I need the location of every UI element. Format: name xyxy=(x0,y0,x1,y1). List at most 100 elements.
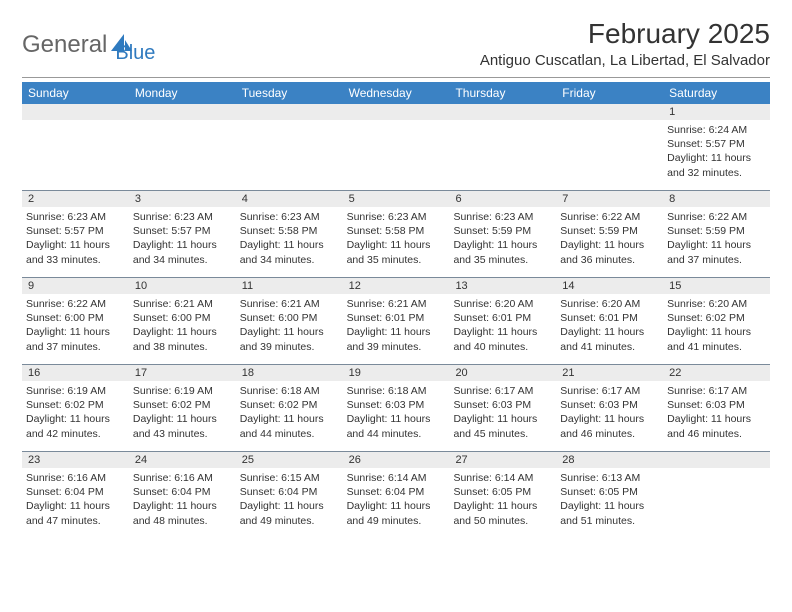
daylight-text: and 47 minutes. xyxy=(26,514,123,528)
sunrise-text: Sunrise: 6:17 AM xyxy=(453,384,550,398)
sunrise-text: Sunrise: 6:16 AM xyxy=(133,471,230,485)
sunrise-text: Sunrise: 6:23 AM xyxy=(240,210,337,224)
sunset-text: Sunset: 6:04 PM xyxy=(26,485,123,499)
sunset-text: Sunset: 6:03 PM xyxy=(667,398,764,412)
day-cell: 24Sunrise: 6:16 AMSunset: 6:04 PMDayligh… xyxy=(129,452,236,538)
header: General Blue February 2025 Antiguo Cusca… xyxy=(22,18,770,69)
daylight-text: Daylight: 11 hours xyxy=(560,325,657,339)
daylight-text: and 49 minutes. xyxy=(240,514,337,528)
date-number: 3 xyxy=(129,191,236,207)
daylight-text: and 40 minutes. xyxy=(453,340,550,354)
divider xyxy=(22,77,770,78)
sunrise-text: Sunrise: 6:23 AM xyxy=(133,210,230,224)
day-cell: 19Sunrise: 6:18 AMSunset: 6:03 PMDayligh… xyxy=(343,365,450,451)
date-number: 4 xyxy=(236,191,343,207)
date-number: 18 xyxy=(236,365,343,381)
sunrise-text: Sunrise: 6:14 AM xyxy=(453,471,550,485)
daylight-text: Daylight: 11 hours xyxy=(133,325,230,339)
week-row: 9Sunrise: 6:22 AMSunset: 6:00 PMDaylight… xyxy=(22,278,770,365)
day-content: Sunrise: 6:23 AMSunset: 5:58 PMDaylight:… xyxy=(343,210,450,267)
sunset-text: Sunset: 6:01 PM xyxy=(347,311,444,325)
daylight-text: and 41 minutes. xyxy=(667,340,764,354)
week-row: 16Sunrise: 6:19 AMSunset: 6:02 PMDayligh… xyxy=(22,365,770,452)
weekday-header-row: Sunday Monday Tuesday Wednesday Thursday… xyxy=(22,82,770,104)
day-content: Sunrise: 6:16 AMSunset: 6:04 PMDaylight:… xyxy=(22,471,129,528)
day-cell: 17Sunrise: 6:19 AMSunset: 6:02 PMDayligh… xyxy=(129,365,236,451)
daylight-text: and 36 minutes. xyxy=(560,253,657,267)
day-content: Sunrise: 6:24 AMSunset: 5:57 PMDaylight:… xyxy=(663,123,770,180)
day-cell: 26Sunrise: 6:14 AMSunset: 6:04 PMDayligh… xyxy=(343,452,450,538)
date-number xyxy=(663,452,770,468)
daylight-text: and 44 minutes. xyxy=(240,427,337,441)
logo-text-blue: Blue xyxy=(115,24,155,65)
daylight-text: Daylight: 11 hours xyxy=(560,412,657,426)
date-number: 14 xyxy=(556,278,663,294)
sunset-text: Sunset: 6:00 PM xyxy=(240,311,337,325)
day-content: Sunrise: 6:16 AMSunset: 6:04 PMDaylight:… xyxy=(129,471,236,528)
sunset-text: Sunset: 5:59 PM xyxy=(560,224,657,238)
daylight-text: Daylight: 11 hours xyxy=(347,238,444,252)
day-cell: 14 Sunrise: 6:20 AMSunset: 6:01 PMDayligh… xyxy=(556,278,663,364)
weekday-tuesday: Tuesday xyxy=(236,82,343,104)
day-content: Sunrise: 6:20 AMSunset: 6:02 PMDaylight:… xyxy=(663,297,770,354)
daylight-text: and 39 minutes. xyxy=(240,340,337,354)
daylight-text: Daylight: 11 hours xyxy=(453,412,550,426)
sunset-text: Sunset: 6:03 PM xyxy=(453,398,550,412)
daylight-text: Daylight: 11 hours xyxy=(133,499,230,513)
daylight-text: and 34 minutes. xyxy=(133,253,230,267)
sunrise-text: Sunrise: 6:21 AM xyxy=(347,297,444,311)
sunrise-text: Sunrise: 6:22 AM xyxy=(667,210,764,224)
week-row: 2Sunrise: 6:23 AMSunset: 5:57 PMDaylight… xyxy=(22,191,770,278)
daylight-text: Daylight: 11 hours xyxy=(26,412,123,426)
day-content: Sunrise: 6:20 AMSunset: 6:01 PMDaylight:… xyxy=(556,297,663,354)
daylight-text: and 35 minutes. xyxy=(453,253,550,267)
date-number: 7 xyxy=(556,191,663,207)
day-cell: 20Sunrise: 6:17 AMSunset: 6:03 PMDayligh… xyxy=(449,365,556,451)
day-cell: 9Sunrise: 6:22 AMSunset: 6:00 PMDaylight… xyxy=(22,278,129,364)
day-cell xyxy=(556,104,663,190)
weekday-monday: Monday xyxy=(129,82,236,104)
sunset-text: Sunset: 5:57 PM xyxy=(667,137,764,151)
sunrise-text: Sunrise: 6:17 AM xyxy=(560,384,657,398)
sunrise-text: Sunrise: 6:15 AM xyxy=(240,471,337,485)
daylight-text: and 37 minutes. xyxy=(667,253,764,267)
daylight-text: and 39 minutes. xyxy=(347,340,444,354)
day-cell: 13Sunrise: 6:20 AMSunset: 6:01 PMDayligh… xyxy=(449,278,556,364)
daylight-text: and 46 minutes. xyxy=(667,427,764,441)
day-content: Sunrise: 6:19 AMSunset: 6:02 PMDaylight:… xyxy=(22,384,129,441)
sunset-text: Sunset: 5:59 PM xyxy=(453,224,550,238)
daylight-text: and 41 minutes. xyxy=(560,340,657,354)
daylight-text: and 33 minutes. xyxy=(26,253,123,267)
location: Antiguo Cuscatlan, La Libertad, El Salva… xyxy=(480,52,770,69)
sunset-text: Sunset: 6:01 PM xyxy=(453,311,550,325)
daylight-text: Daylight: 11 hours xyxy=(453,238,550,252)
date-number: 23 xyxy=(22,452,129,468)
date-number: 5 xyxy=(343,191,450,207)
day-content: Sunrise: 6:17 AMSunset: 6:03 PMDaylight:… xyxy=(663,384,770,441)
daylight-text: Daylight: 11 hours xyxy=(26,238,123,252)
date-number: 8 xyxy=(663,191,770,207)
daylight-text: Daylight: 11 hours xyxy=(240,238,337,252)
daylight-text: and 44 minutes. xyxy=(347,427,444,441)
day-cell: 10Sunrise: 6:21 AMSunset: 6:00 PMDayligh… xyxy=(129,278,236,364)
daylight-text: Daylight: 11 hours xyxy=(133,238,230,252)
day-content: Sunrise: 6:23 AMSunset: 5:59 PMDaylight:… xyxy=(449,210,556,267)
day-cell xyxy=(129,104,236,190)
daylight-text: and 43 minutes. xyxy=(133,427,230,441)
day-content: Sunrise: 6:17 AMSunset: 6:03 PMDaylight:… xyxy=(556,384,663,441)
date-number xyxy=(343,104,450,120)
sunrise-text: Sunrise: 6:18 AM xyxy=(347,384,444,398)
day-content: Sunrise: 6:14 AMSunset: 6:05 PMDaylight:… xyxy=(449,471,556,528)
date-number: 26 xyxy=(343,452,450,468)
day-content: Sunrise: 6:18 AMSunset: 6:03 PMDaylight:… xyxy=(343,384,450,441)
week-row: 1Sunrise: 6:24 AMSunset: 5:57 PMDaylight… xyxy=(22,104,770,191)
daylight-text: Daylight: 11 hours xyxy=(240,325,337,339)
sunrise-text: Sunrise: 6:19 AM xyxy=(26,384,123,398)
sunset-text: Sunset: 6:02 PM xyxy=(667,311,764,325)
day-cell: 22Sunrise: 6:17 AMSunset: 6:03 PMDayligh… xyxy=(663,365,770,451)
sunrise-text: Sunrise: 6:22 AM xyxy=(26,297,123,311)
sunrise-text: Sunrise: 6:18 AM xyxy=(240,384,337,398)
month-title: February 2025 xyxy=(480,18,770,50)
date-number: 6 xyxy=(449,191,556,207)
date-number xyxy=(556,104,663,120)
